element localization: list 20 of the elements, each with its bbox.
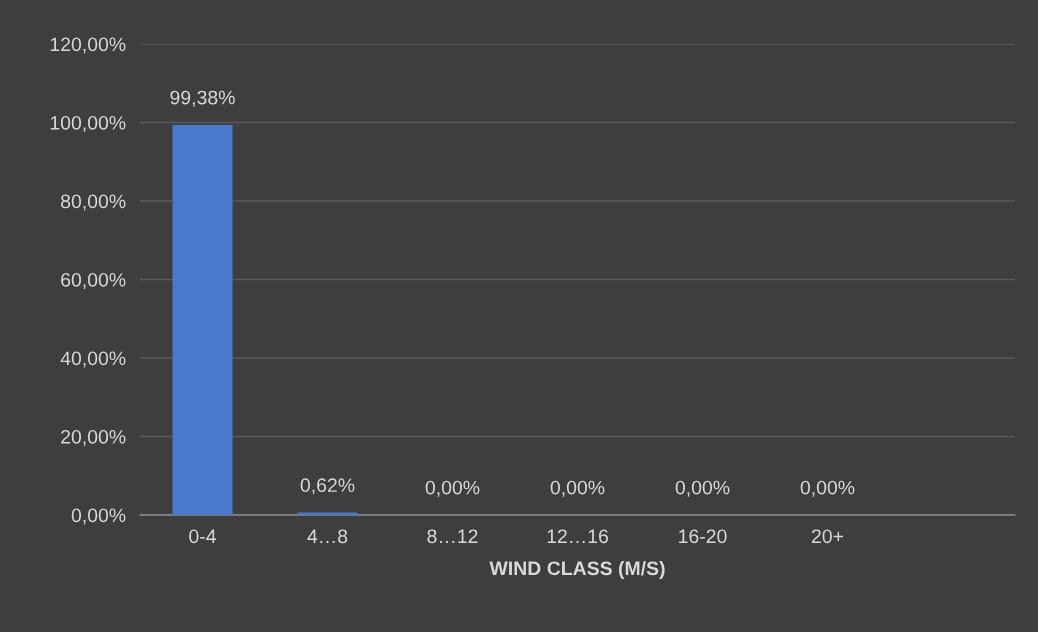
y-tick-label: 20,00% <box>61 429 126 447</box>
y-tick-label: 60,00% <box>61 272 126 290</box>
data-label: 0,00% <box>425 480 480 497</box>
data-label: 0,00% <box>800 480 855 497</box>
x-tick-label: 4…8 <box>307 529 348 544</box>
x-axis-title: WIND CLASS (M/S) <box>489 560 665 580</box>
x-tick-label: 20+ <box>811 529 844 544</box>
x-tick-label: 16-20 <box>679 529 727 544</box>
y-tick-label: 0,00% <box>71 508 126 525</box>
y-tick-label: 100,00% <box>50 115 126 133</box>
y-tick-label: 120,00% <box>50 37 126 54</box>
data-label: 0,62% <box>300 478 355 495</box>
x-tick-label: 0-4 <box>189 529 216 544</box>
data-label: 99,38% <box>170 90 235 107</box>
x-tick-label: 12…16 <box>547 529 608 544</box>
data-label: 0,00% <box>550 480 605 497</box>
data-label: 0,00% <box>675 480 730 497</box>
y-tick-label: 40,00% <box>60 351 126 368</box>
y-tick-label: 80,00% <box>61 194 126 211</box>
x-tick-label: 8…12 <box>427 529 478 544</box>
